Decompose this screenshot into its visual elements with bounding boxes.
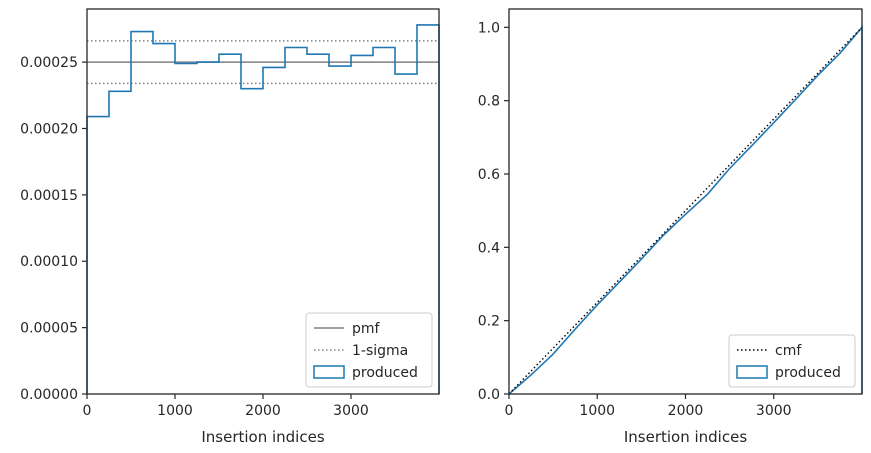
histogram-axes-frame: [86, 8, 440, 395]
cumulative-x-axis-label: Insertion indices: [624, 428, 747, 446]
y-tick-label: 0.00000: [20, 387, 78, 403]
legend-label-pmf: pmf: [352, 321, 381, 337]
y-tick-label: 0.0: [478, 387, 500, 403]
y-tick-label: 0.00005: [20, 321, 78, 337]
y-tick-label: 0.8: [478, 94, 500, 110]
x-tick-label: 2000: [668, 403, 704, 419]
histogram-chart: 0 1000 2000 3000 0.00000 0.00005 0.00010 0.0001…: [20, 8, 440, 446]
cumulative-marks: [508, 25, 863, 395]
produced-histogram: [86, 24, 440, 394]
y-tick-label: 0.00025: [20, 55, 78, 71]
legend-label-produced: produced: [352, 365, 418, 381]
cumulative-ticks: 0 1000 2000 3000 0.0 0.2 0.4 0.6 0.8 1.0: [478, 20, 792, 419]
histogram-x-axis-label: Insertion indices: [201, 428, 324, 446]
legend-label-cmf: cmf: [775, 343, 802, 359]
legend-label-1-sigma: 1-sigma: [352, 343, 408, 359]
x-tick-label: 3000: [756, 403, 792, 419]
x-tick-label: 1000: [579, 403, 615, 419]
cumulative-legend: cmf produced: [728, 334, 856, 388]
x-tick-label: 3000: [333, 403, 369, 419]
histogram-marks: [86, 24, 440, 394]
legend-box: [728, 334, 856, 388]
y-tick-label: 0.00015: [20, 188, 78, 204]
produced-cumulative: [508, 25, 863, 395]
x-tick-label: 0: [83, 403, 92, 419]
cumulative-chart: 0 1000 2000 3000 0.0 0.2 0.4 0.6 0.8 1.0 Insertio…: [478, 8, 863, 446]
legend-handle-produced: [736, 365, 768, 379]
histogram-legend: pmf 1-sigma produced: [305, 312, 433, 388]
legend-handle-produced: [313, 365, 345, 379]
y-tick-label: 0.00020: [20, 121, 78, 137]
x-tick-label: 1000: [157, 403, 193, 419]
legend-label-produced: produced: [775, 365, 841, 381]
x-tick-label: 2000: [245, 403, 281, 419]
y-tick-label: 0.00010: [20, 254, 78, 270]
histogram-ticks: 0 1000 2000 3000 0.00000 0.00005 0.00010 0.0001…: [20, 55, 369, 419]
y-tick-label: 0.4: [478, 240, 500, 256]
x-tick-label: 0: [505, 403, 514, 419]
y-tick-label: 0.2: [478, 314, 500, 330]
y-tick-label: 0.6: [478, 167, 500, 183]
legend-box: [305, 312, 433, 388]
cmf-line: [508, 26, 863, 395]
cumulative-axes-frame: [508, 8, 863, 395]
y-tick-label: 1.0: [478, 20, 500, 36]
